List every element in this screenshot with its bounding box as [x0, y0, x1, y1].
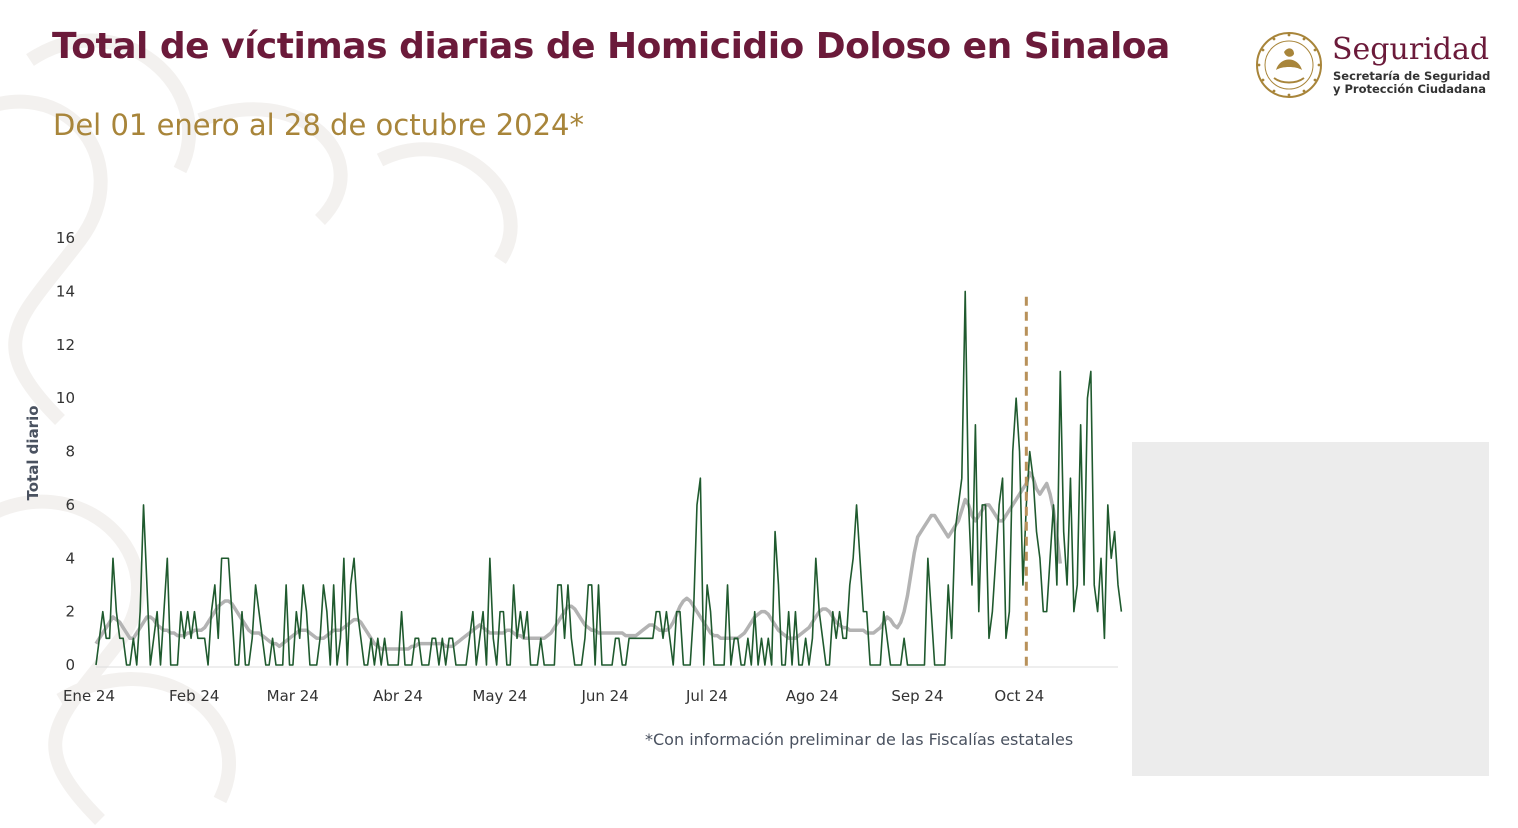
- y-tick-label: 6: [65, 496, 75, 514]
- x-tick-label: Ene 24: [63, 687, 115, 705]
- daily-victims-line: [95, 290, 1123, 666]
- y-tick-label: 10: [56, 389, 75, 407]
- y-tick-label: 0: [65, 656, 75, 674]
- footnote: *Con información preliminar de las Fisca…: [645, 730, 1074, 749]
- logo-line-2: y Protección Ciudadana: [1333, 82, 1486, 96]
- x-tick-label: Sep 24: [891, 687, 943, 705]
- placeholder-panel: [1132, 442, 1489, 776]
- y-tick-label: 8: [65, 443, 75, 461]
- x-tick-label: May 24: [472, 687, 527, 705]
- y-tick-label: 12: [56, 336, 75, 354]
- y-tick-label: 14: [56, 282, 75, 300]
- x-tick-label: Jul 24: [685, 687, 728, 705]
- x-tick-label: Oct 24: [994, 687, 1044, 705]
- x-tick-label: Ago 24: [786, 687, 839, 705]
- moving-average-line: [94, 471, 1063, 651]
- x-tick-label: Mar 24: [267, 687, 319, 705]
- y-tick-label: 2: [65, 603, 75, 621]
- y-axis-title: Total diario: [24, 405, 42, 500]
- agency-logo: Seguridad Secretaría de Seguridad y Prot…: [1254, 30, 1504, 100]
- x-tick-label: Jun 24: [580, 687, 628, 705]
- y-tick-label: 16: [56, 229, 75, 247]
- x-tick-label: Feb 24: [169, 687, 219, 705]
- x-tick-label: Abr 24: [373, 687, 423, 705]
- logo-name: Seguridad: [1332, 32, 1490, 67]
- y-tick-label: 4: [65, 549, 75, 567]
- national-seal-icon: [1256, 32, 1322, 98]
- logo-line-1: Secretaría de Seguridad: [1333, 69, 1491, 83]
- page-subtitle: Del 01 enero al 28 de octubre 2024*: [53, 108, 585, 142]
- homicide-line-chart: Total diario 0 2 4 6 8 10 12 14 16 Ene 24 Feb 24 M…: [24, 229, 1123, 705]
- page-title: Total de víctimas diarias de Homicidio D…: [52, 26, 1170, 67]
